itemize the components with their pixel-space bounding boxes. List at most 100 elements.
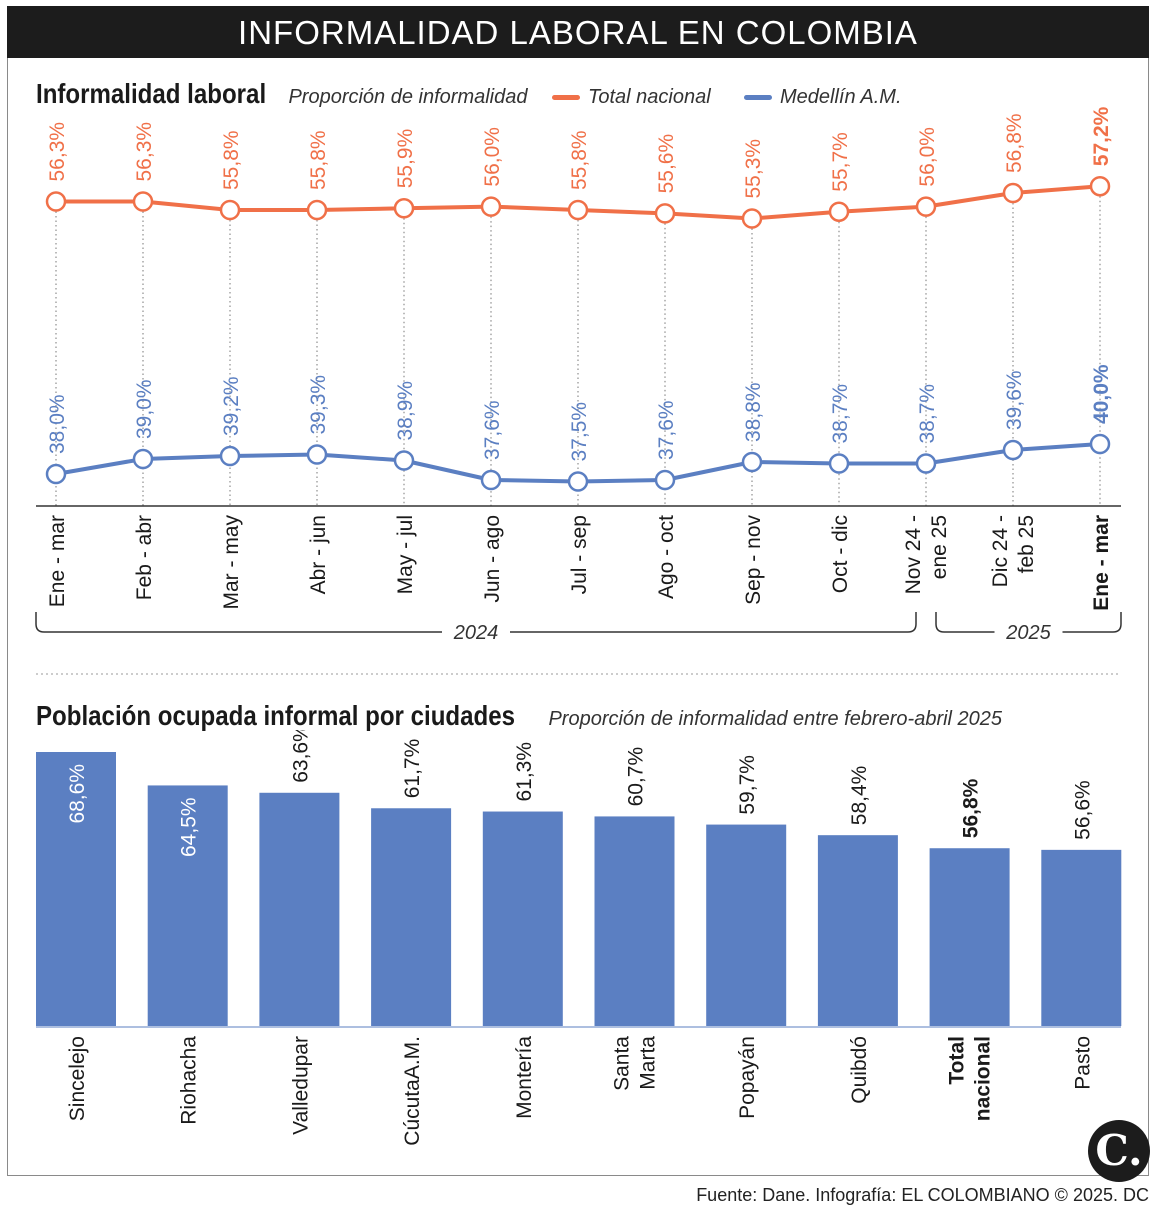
legend-medellin: Medellín A.M.	[744, 86, 902, 109]
data-label: 56,8%	[1003, 113, 1026, 173]
x-tick-label: Sep - nov	[742, 515, 765, 605]
chart2-subtitle: Proporción de informalidad entre febrero…	[548, 708, 1003, 730]
category-label: Sincelejo	[66, 1036, 89, 1121]
data-point	[306, 444, 328, 465]
data-point	[1002, 439, 1024, 461]
data-point	[45, 191, 67, 212]
data-label: 55,9%	[394, 129, 417, 189]
data-point	[654, 469, 676, 491]
x-tick-label: Oct - dic	[829, 515, 852, 593]
category-label: Valledupar	[289, 1036, 312, 1135]
bar-chart: 68,6% 64,5% 63,6% 61,7% 61,3% 60,7% 59,7% 58,4%…	[36, 730, 1122, 1146]
legend-label-medellin: Medellín A.M.	[780, 86, 902, 108]
data-label: 37,6%	[481, 400, 504, 460]
legend-swatch-total-nacional	[552, 95, 580, 101]
data-label: 37,6%	[655, 400, 678, 460]
data-label: 39,6%	[1003, 370, 1026, 430]
data-point	[393, 198, 415, 219]
bar	[706, 824, 787, 1026]
data-label: 38,8%	[742, 382, 765, 442]
x-tick-label: Mar - may	[220, 515, 243, 610]
data-point	[1089, 175, 1111, 197]
data-label: 55,8%	[307, 130, 330, 190]
bar-value-label: 68,6%	[66, 764, 89, 824]
data-point	[480, 196, 502, 217]
data-label: 39,2%	[220, 376, 243, 436]
data-point	[915, 453, 937, 474]
data-point	[1002, 182, 1024, 204]
page-title: INFORMALIDAD LABORAL EN COLOMBIA	[7, 6, 1149, 58]
year-label: 2025	[1005, 622, 1051, 644]
data-label: 56,0%	[916, 127, 939, 187]
data-label: 37,5%	[568, 402, 591, 462]
x-tick-label: Abr - jun	[307, 515, 330, 594]
year-label: 2024	[453, 622, 499, 644]
bar	[147, 785, 228, 1026]
bar	[594, 816, 675, 1026]
category-label: Montería	[513, 1036, 536, 1119]
data-label: 57,2%	[1090, 106, 1113, 166]
data-point	[219, 445, 241, 467]
bar	[929, 848, 1010, 1026]
category-label: nacional	[972, 1036, 995, 1121]
data-point	[567, 199, 589, 221]
bar	[259, 792, 340, 1026]
data-point	[915, 196, 937, 217]
chart2-title: Población ocupada informal por ciudades	[36, 700, 516, 731]
data-point	[306, 199, 328, 221]
legend-label-total-nacional: Total nacional	[588, 86, 711, 108]
data-label: 56,3%	[133, 122, 156, 182]
bar-value-label: 64,5%	[178, 797, 201, 857]
data-label: 40,0%	[1090, 364, 1113, 424]
bar-value-label: 59,7%	[736, 755, 759, 815]
x-tick-label: Ago - oct	[655, 515, 678, 599]
data-point	[132, 191, 154, 212]
category-label: CúcutaA.M.	[401, 1036, 424, 1146]
legend-swatch-medellin	[744, 95, 772, 101]
data-point	[219, 199, 241, 221]
data-point	[393, 450, 415, 471]
data-point	[480, 469, 502, 491]
category-label: Marta	[637, 1036, 660, 1090]
data-label: 38,7%	[916, 384, 939, 444]
x-tick-label: Dic 24 -	[989, 515, 1012, 587]
year-bracket	[35, 612, 917, 633]
x-tick-label: Ene - mar	[46, 515, 69, 607]
chart1-title: Informalidad laboral	[36, 78, 267, 109]
x-tick-label: May - jul	[394, 515, 417, 594]
data-label: 55,8%	[568, 130, 591, 190]
x-tick-label: ene 25	[928, 515, 951, 579]
data-point	[828, 201, 850, 222]
data-label: 56,0%	[481, 127, 504, 187]
data-label: 38,7%	[829, 384, 852, 444]
el-colombiano-logo: C.	[1088, 1120, 1150, 1182]
data-label: 55,6%	[655, 134, 678, 194]
bar-value-label: 61,3%	[513, 742, 536, 802]
x-tick-label: Jul - sep	[568, 515, 591, 594]
bar-value-label: 63,6%	[289, 730, 312, 783]
category-label: Santa	[611, 1036, 634, 1091]
bar	[482, 811, 563, 1026]
x-tick-label: Jun - ago	[481, 515, 504, 603]
data-label: 39,3%	[307, 375, 330, 435]
year-bracket	[935, 612, 1122, 633]
bar-value-label: 60,7%	[625, 747, 648, 807]
bar-value-label: 58,4%	[848, 766, 871, 826]
bar	[1041, 849, 1122, 1026]
bar	[371, 808, 452, 1026]
category-label: Quibdó	[848, 1036, 871, 1104]
x-tick-label: feb 25	[1015, 515, 1038, 573]
bar	[36, 752, 116, 1026]
bar-value-label: 56,8%	[960, 778, 983, 838]
category-label: Riohacha	[178, 1036, 201, 1125]
data-point	[132, 448, 154, 470]
x-tick-label: Ene - mar	[1090, 515, 1113, 611]
x-tick-label: Feb - abr	[133, 515, 156, 600]
chart1-subtitle: Proporción de informalidad	[288, 86, 528, 108]
bar	[817, 835, 898, 1026]
legend-total-nacional: Total nacional	[552, 86, 711, 109]
x-tick-label: Nov 24 -	[902, 515, 925, 594]
category-label: Popayán	[736, 1036, 759, 1119]
category-label: Pasto	[1071, 1036, 1094, 1090]
category-label: Total	[946, 1036, 969, 1085]
